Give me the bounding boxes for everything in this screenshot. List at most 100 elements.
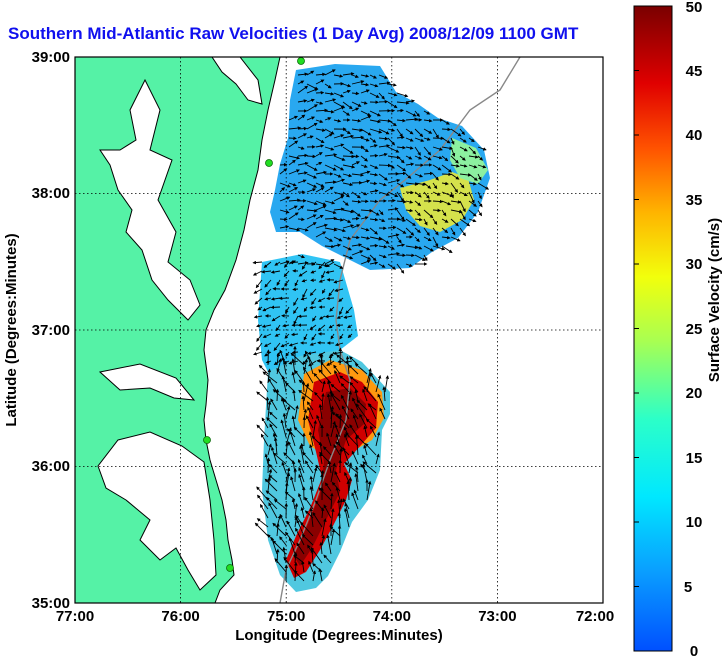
velocity-vector	[324, 83, 332, 89]
velocity-vector	[387, 207, 399, 211]
velocity-vector	[378, 218, 386, 222]
plot-frame	[74, 56, 604, 604]
velocity-vector	[282, 398, 296, 411]
velocity-vector	[310, 548, 314, 564]
radar-sites	[203, 57, 305, 572]
velocity-vector	[324, 117, 332, 121]
velocity-vector	[266, 417, 278, 429]
velocity-vector	[254, 522, 269, 537]
velocity-vector	[396, 199, 407, 204]
velocity-vector	[283, 270, 290, 278]
velocity-vector	[279, 536, 287, 546]
velocity-vector	[468, 155, 479, 159]
velocity-vector	[341, 394, 350, 411]
y-axis-label: Latitude (Degrees:Minutes)	[3, 233, 20, 426]
velocity-vector	[297, 146, 305, 150]
velocity-vector	[351, 199, 362, 204]
velocity-vector	[333, 119, 342, 123]
velocity-vector	[423, 227, 430, 237]
velocity-vector	[334, 342, 344, 347]
velocity-vector	[298, 270, 308, 277]
velocity-vector	[310, 547, 323, 564]
velocity-vector	[315, 231, 327, 238]
velocity-vector	[405, 227, 415, 236]
velocity-vector	[459, 209, 466, 221]
velocity-vector	[459, 200, 466, 213]
velocity-vector	[333, 178, 346, 184]
velocity-vector	[333, 143, 345, 148]
velocity-vector	[387, 198, 396, 203]
velocity-vector	[280, 419, 287, 438]
velocity-vector	[324, 128, 335, 135]
velocity-vector	[378, 173, 388, 181]
velocity-vector	[333, 236, 343, 242]
velocity-vector	[369, 128, 383, 134]
velocity-vector	[342, 83, 352, 88]
velocity-vector	[285, 306, 290, 314]
velocity-vector	[323, 504, 332, 519]
velocity-vector	[324, 244, 335, 249]
velocity-vector	[450, 209, 463, 214]
velocity-vector	[324, 259, 335, 265]
velocity-vector	[450, 218, 459, 227]
velocity-vector	[360, 227, 370, 232]
velocity-vector	[265, 396, 270, 411]
velocity-vector	[266, 457, 271, 474]
velocity-vector	[387, 128, 396, 132]
velocity-vector	[387, 155, 401, 160]
velocity-vector	[260, 503, 269, 519]
velocity-vector	[324, 69, 336, 76]
velocity-vector	[333, 218, 344, 222]
velocity-vector	[405, 99, 415, 103]
velocity-vector	[333, 279, 344, 284]
velocity-vector	[351, 224, 361, 229]
velocity-vector	[378, 136, 389, 141]
velocity-vector	[333, 243, 342, 248]
velocity-vector	[324, 200, 336, 205]
velocity-vector	[441, 119, 450, 125]
velocity-vector	[274, 558, 287, 573]
colorbar-tick-label: 40	[686, 127, 703, 144]
velocity-vector	[360, 110, 372, 116]
velocity-vector	[441, 146, 453, 151]
velocity-vector	[405, 200, 414, 204]
lat-tick-label: 36:00	[32, 458, 70, 475]
velocity-vector	[281, 356, 287, 375]
velocity-vector	[350, 408, 359, 420]
velocity-vector	[441, 181, 449, 186]
velocity-vector	[330, 528, 336, 546]
velocity-vector	[288, 342, 299, 347]
velocity-vector	[330, 492, 334, 510]
velocity-vector	[253, 315, 263, 319]
velocity-vector	[293, 570, 305, 582]
velocity-vector	[450, 236, 461, 242]
velocity-vector	[387, 263, 397, 270]
velocity-vector	[294, 405, 299, 420]
velocity-vector	[459, 146, 468, 152]
velocity-vector	[296, 519, 305, 537]
velocity-vector	[351, 161, 361, 166]
velocity-vector	[339, 306, 344, 316]
velocity-vector	[339, 333, 344, 340]
velocity-vector	[396, 92, 409, 98]
velocity-vector	[342, 128, 351, 135]
velocity-vector	[303, 306, 308, 313]
velocity-vector	[342, 134, 355, 139]
velocity-vector	[321, 288, 326, 294]
velocity-vector	[317, 297, 326, 302]
velocity-vector	[369, 189, 379, 193]
velocity-vector	[360, 74, 370, 78]
velocity-vector	[301, 395, 305, 411]
velocity-vector	[315, 108, 329, 113]
velocity-vector	[396, 227, 407, 234]
lat-tick-label: 37:00	[32, 322, 70, 339]
velocity-vector	[414, 110, 420, 117]
velocity-vector	[333, 364, 341, 375]
velocity-vector	[405, 173, 412, 179]
velocity-vector	[459, 173, 472, 177]
velocity-vector	[306, 135, 314, 139]
velocity-vector	[414, 209, 421, 217]
velocity-vector	[301, 534, 314, 546]
velocity-vector	[370, 425, 377, 438]
